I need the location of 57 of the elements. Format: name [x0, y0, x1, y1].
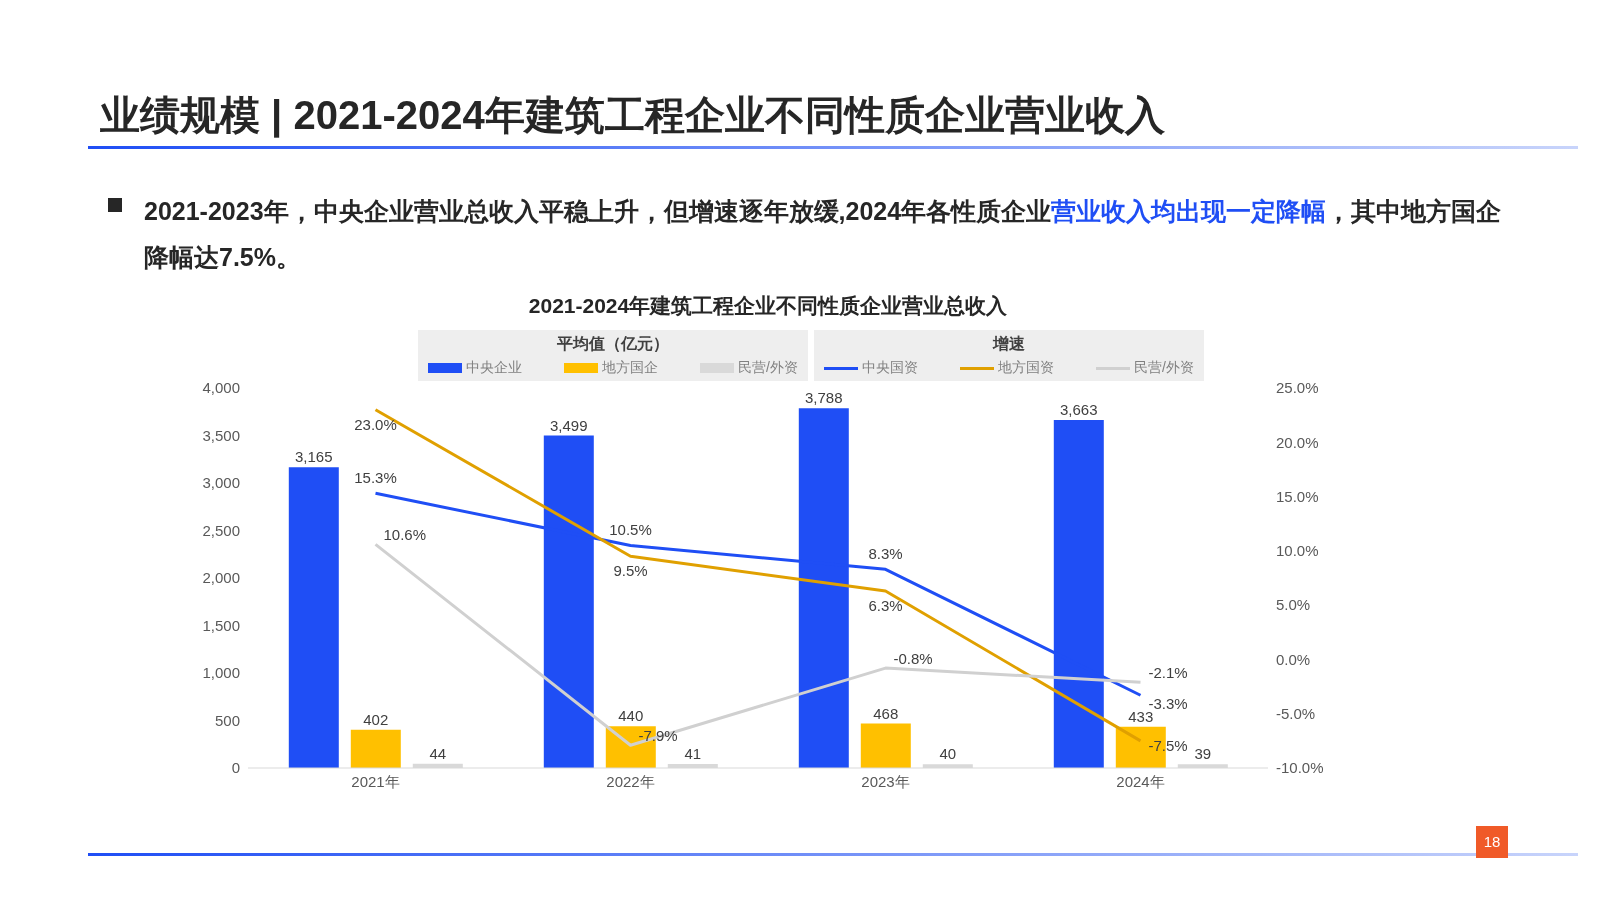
- data-label: 9.5%: [613, 562, 648, 580]
- text: 18: [1476, 826, 1508, 858]
- data-label: 23.0%: [354, 415, 397, 433]
- legend-label: 地方国企: [601, 359, 659, 377]
- x-tick-label: 2022年: [606, 772, 655, 790]
- y-tick-label: 2,500: [202, 521, 240, 539]
- legend-label: 民营/外资: [1133, 359, 1194, 377]
- data-label: 6.3%: [868, 597, 903, 615]
- data-label: 3,499: [550, 416, 588, 434]
- data-label: 440: [618, 707, 644, 725]
- text: 增速: [991, 334, 1026, 354]
- legend-label: 中央国资: [861, 359, 918, 377]
- text: 平均值（亿元）: [556, 334, 670, 354]
- y2-tick-label: 10.0%: [1276, 542, 1319, 560]
- bar: [288, 467, 339, 768]
- y2-tick-label: 5.0%: [1276, 596, 1311, 614]
- data-label: 3,663: [1060, 401, 1098, 419]
- y2-tick-label: 25.0%: [1276, 379, 1319, 397]
- data-label: 3,788: [805, 389, 843, 407]
- y2-tick-label: -5.0%: [1276, 705, 1316, 723]
- data-label: -2.1%: [1148, 664, 1188, 682]
- legend-label: 民营/外资: [737, 359, 798, 377]
- y2-tick-label: -10.0%: [1276, 759, 1324, 777]
- y2-tick-label: 0.0%: [1276, 650, 1311, 668]
- x-tick-label: 2023年: [861, 772, 910, 790]
- bar: [860, 723, 911, 768]
- data-label: 15.3%: [354, 469, 397, 487]
- chart-title: 2021-2024年建筑工程企业不同性质企业营业总收入: [527, 293, 1009, 319]
- data-label: 39: [1194, 745, 1212, 763]
- y-tick-label: 500: [214, 711, 240, 729]
- legend-label: 地方国资: [997, 359, 1055, 377]
- text: 营业收入均出现一定降幅: [1051, 197, 1327, 225]
- y2-tick-label: 20.0%: [1276, 433, 1319, 451]
- chart-subtitle: 业绩规模 | 2021-2024年建筑工程企业不同性质企业营业收入: [100, 92, 1165, 140]
- y-tick-label: 4,000: [202, 379, 240, 397]
- y-tick-label: 3,500: [202, 426, 240, 444]
- y-tick-label: 0: [231, 759, 240, 777]
- x-tick-label: 2021年: [351, 772, 400, 790]
- y-tick-label: 1,500: [202, 616, 240, 634]
- data-label: 8.3%: [868, 545, 903, 563]
- x-tick-label: 2024年: [1116, 772, 1165, 790]
- y-tick-label: 2,000: [202, 569, 240, 587]
- bar: [350, 729, 401, 768]
- legend-label: 中央企业: [465, 359, 522, 377]
- data-label: 41: [684, 745, 702, 763]
- data-label: 10.6%: [383, 526, 427, 544]
- y2-tick-label: 15.0%: [1276, 487, 1319, 505]
- data-label: -0.8%: [893, 650, 933, 668]
- data-label: 10.5%: [609, 521, 652, 539]
- data-label: 40: [939, 745, 957, 763]
- data-label: 3,165: [295, 448, 333, 466]
- y-tick-label: 3,000: [202, 474, 240, 492]
- y-tick-label: 1,000: [202, 664, 240, 682]
- data-label: 402: [363, 710, 389, 728]
- data-label: 44: [429, 744, 447, 762]
- data-label: 468: [873, 704, 899, 722]
- text: 2021-2023年，中央企业营业总收入平稳上升，但增速逐年放缓,2024年各性质企业: [144, 197, 1052, 225]
